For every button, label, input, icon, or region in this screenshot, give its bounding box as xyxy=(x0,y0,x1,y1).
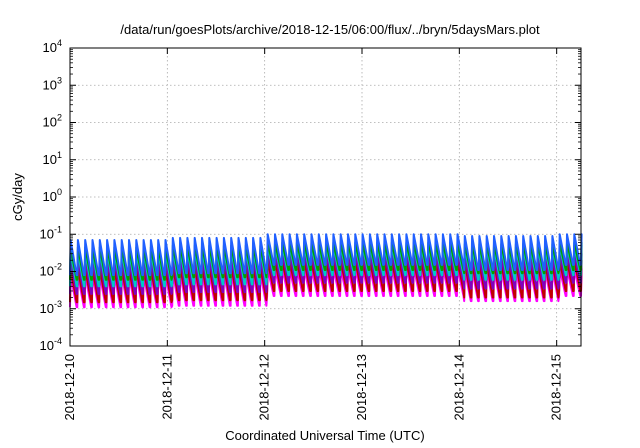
x-tick-label: 2018-12-14 xyxy=(451,354,466,421)
y-tick-label: 101 xyxy=(43,150,62,167)
x-tick-label: 2018-12-12 xyxy=(257,354,272,421)
series-line xyxy=(69,233,583,277)
y-tick-label: 10-3 xyxy=(40,299,62,316)
y-tick-label: 103 xyxy=(43,75,62,92)
y-tick-label: 102 xyxy=(43,113,62,130)
x-tick-label: 2018-12-10 xyxy=(62,354,77,421)
x-tick-label: 2018-12-11 xyxy=(159,354,174,420)
y-axis-ticks: 10-4 10-3 10-2 10-1 100 101 102 103 104 xyxy=(40,38,581,353)
x-axis-ticks: 2018-12-10 2018-12-11 2018-12-12 2018-12-13… xyxy=(62,48,564,421)
y-tick-label: 104 xyxy=(43,38,62,55)
grid xyxy=(70,48,581,346)
chart-title: /data/run/goesPlots/archive/2018-12-15/0… xyxy=(120,22,540,37)
series-group xyxy=(69,233,583,309)
x-axis-label: Coordinated Universal Time (UTC) xyxy=(225,428,424,443)
x-tick-label: 2018-12-15 xyxy=(549,354,564,421)
y-tick-label: 100 xyxy=(43,187,62,204)
y-tick-label: 10-2 xyxy=(40,262,62,279)
y-tick-label: 10-4 xyxy=(40,336,62,353)
y-tick-label: 10-1 xyxy=(40,224,62,241)
x-tick-label: 2018-12-13 xyxy=(354,354,369,421)
y-axis-label: cGy/day xyxy=(10,173,25,221)
